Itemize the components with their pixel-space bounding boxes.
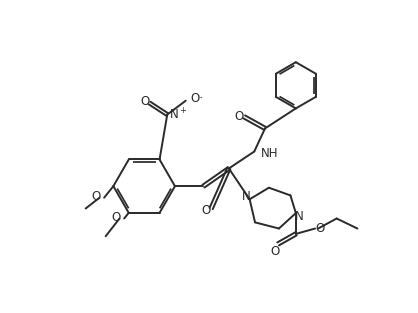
Text: N: N	[242, 190, 251, 203]
Text: O: O	[92, 190, 101, 203]
Text: N: N	[295, 210, 303, 223]
Text: O: O	[270, 245, 280, 258]
Text: O: O	[201, 203, 210, 217]
Text: O·: O·	[190, 92, 203, 105]
Text: O: O	[234, 110, 244, 123]
Text: O: O	[316, 222, 325, 235]
Text: N$^+$: N$^+$	[169, 108, 187, 123]
Text: O: O	[112, 211, 121, 224]
Text: NH: NH	[261, 146, 279, 160]
Text: O: O	[140, 95, 150, 108]
